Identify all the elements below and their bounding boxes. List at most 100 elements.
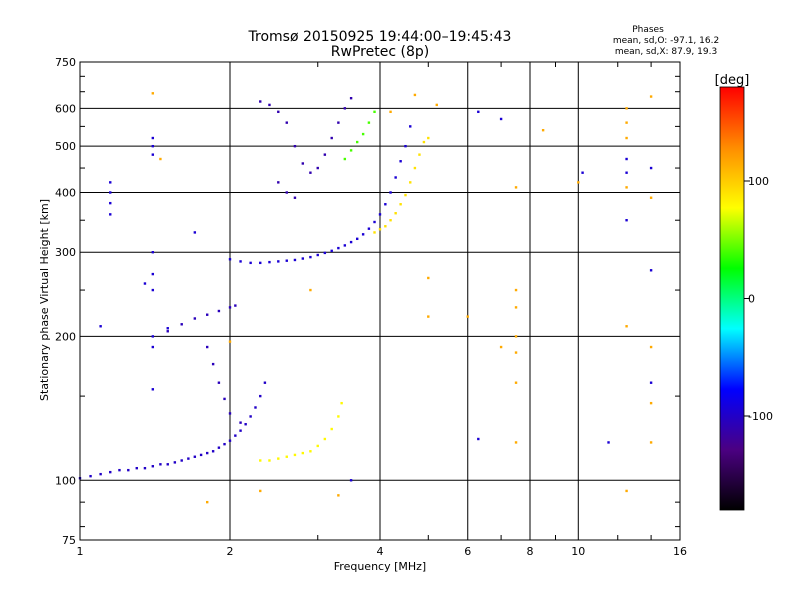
- data-point: [349, 240, 353, 244]
- stats-o: mean, sd,O: -97.1, 16.2: [613, 36, 719, 46]
- y-tick-label: 75: [62, 534, 76, 547]
- data-point: [217, 309, 221, 313]
- data-point: [166, 463, 169, 466]
- data-point: [173, 461, 177, 464]
- data-point: [466, 315, 469, 318]
- x-tick-label: 4: [377, 545, 384, 558]
- data-point: [205, 500, 209, 504]
- y-axis-label: Stationary phase Virtual Height [km]: [38, 199, 51, 401]
- data-point: [301, 451, 305, 455]
- data-point: [625, 219, 628, 222]
- data-point: [293, 258, 297, 262]
- data-point: [625, 136, 628, 140]
- data-point: [293, 144, 297, 148]
- data-point: [373, 220, 376, 224]
- data-points: [78, 92, 653, 504]
- data-point: [268, 103, 271, 107]
- data-point: [277, 260, 280, 263]
- data-point: [625, 489, 628, 493]
- data-point: [394, 212, 397, 215]
- data-point: [301, 257, 305, 260]
- data-point: [151, 388, 155, 391]
- data-point: [143, 282, 147, 285]
- data-point: [389, 191, 392, 194]
- data-point: [389, 219, 392, 222]
- data-point: [323, 251, 327, 255]
- data-point: [404, 193, 407, 197]
- data-point: [625, 186, 628, 189]
- colorbar-tick-label: 100: [748, 175, 769, 188]
- y-tick-label: 500: [55, 140, 76, 153]
- data-point: [309, 288, 312, 292]
- plot-border: [79, 61, 681, 541]
- data-point: [404, 144, 407, 148]
- data-point: [361, 132, 365, 136]
- data-point: [249, 415, 252, 418]
- data-point: [285, 121, 288, 124]
- data-point: [413, 166, 417, 170]
- data-point: [301, 162, 305, 165]
- data-point: [244, 423, 247, 426]
- data-point: [577, 181, 580, 184]
- data-point: [127, 468, 130, 472]
- stats-heading: Phases: [632, 25, 664, 35]
- data-point: [378, 228, 382, 231]
- data-point: [151, 465, 155, 468]
- plot-area: 1 2 4 6 8 10 16 75 100 200 300 400 500 600 750: [55, 56, 687, 558]
- colorbar-gradient: [720, 87, 744, 510]
- data-point: [109, 470, 112, 474]
- data-point: [355, 237, 359, 241]
- data-point: [649, 401, 653, 405]
- data-point: [89, 474, 92, 478]
- data-point: [268, 260, 271, 264]
- data-point: [649, 345, 653, 349]
- data-point: [625, 121, 628, 124]
- data-point: [277, 110, 280, 114]
- data-point: [343, 107, 347, 110]
- data-point: [259, 100, 262, 103]
- data-point: [199, 453, 203, 457]
- y-tick-label: 600: [55, 102, 76, 115]
- data-point: [193, 455, 197, 458]
- data-point: [514, 288, 518, 292]
- data-point: [99, 472, 102, 476]
- data-point: [541, 128, 545, 132]
- data-point: [373, 110, 376, 114]
- data-point: [223, 442, 226, 446]
- data-point: [109, 191, 112, 194]
- data-point: [109, 213, 112, 216]
- data-point: [228, 439, 232, 442]
- x-tick-label: 6: [464, 545, 471, 558]
- data-point: [159, 463, 162, 466]
- data-point: [399, 203, 402, 206]
- data-point: [349, 96, 353, 100]
- x-tick-label: 8: [527, 545, 534, 558]
- data-point: [109, 181, 112, 184]
- data-point: [413, 93, 417, 97]
- data-point: [581, 171, 584, 174]
- data-point: [367, 121, 371, 124]
- data-point: [316, 444, 319, 448]
- colorbar-tick-label: 0: [748, 293, 755, 306]
- data-point: [239, 421, 242, 424]
- data-point: [263, 381, 267, 384]
- stats-x: mean, sd,X: 87.9, 19.3: [615, 47, 717, 57]
- data-point: [337, 415, 340, 418]
- data-point: [323, 153, 327, 156]
- data-point: [259, 261, 262, 265]
- colorbar-tick-label: -100: [748, 410, 773, 423]
- data-point: [427, 136, 430, 140]
- data-point: [309, 255, 312, 259]
- data-point: [285, 259, 288, 262]
- data-point: [228, 340, 232, 343]
- data-point: [367, 227, 371, 230]
- data-point: [649, 166, 653, 170]
- data-point: [249, 261, 252, 265]
- data-point: [337, 494, 340, 497]
- data-point: [394, 176, 397, 179]
- y-tick-label: 300: [55, 246, 76, 259]
- plot-frame: [79, 61, 681, 541]
- data-point: [234, 434, 237, 437]
- data-point: [435, 103, 438, 107]
